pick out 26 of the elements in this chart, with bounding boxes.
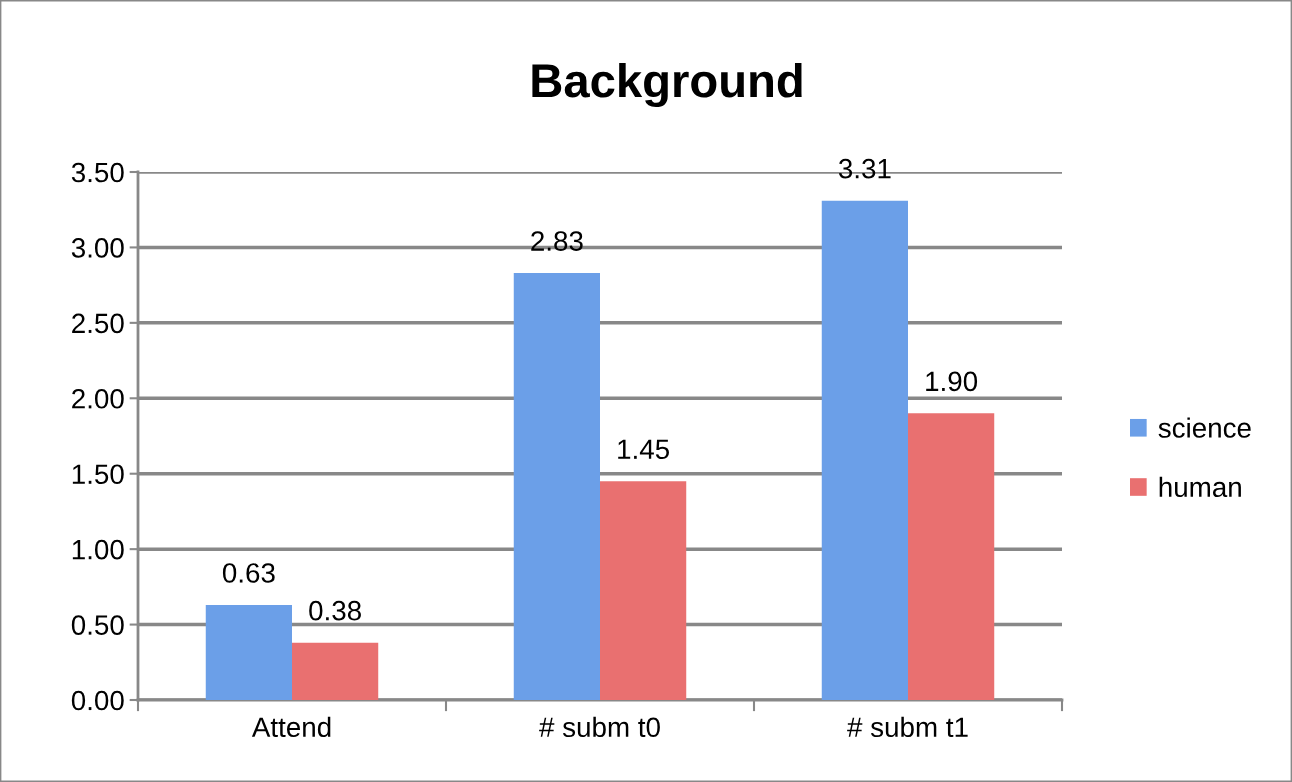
- data-label: 2.83: [531, 231, 583, 251]
- y-tick-label: 1.00: [72, 539, 124, 560]
- y-tick-label: 3.50: [71, 162, 124, 183]
- chart-title: Background: [532, 62, 802, 108]
- data-label: 1.90: [926, 371, 978, 392]
- bar: [908, 413, 995, 700]
- data-label: 0.63: [222, 563, 275, 583]
- y-tick-label: 0.50: [71, 615, 124, 635]
- bar: [600, 481, 687, 700]
- legend-label: science: [1158, 417, 1251, 438]
- data-label: 1.45: [618, 439, 669, 460]
- y-tick-label: 2.50: [72, 313, 124, 334]
- bar: [821, 200, 908, 700]
- y-tick-label: 3.00: [71, 238, 124, 258]
- legend-label: human: [1159, 476, 1241, 498]
- x-tick-label: # subm t1: [847, 716, 968, 738]
- x-tick-label: # subm t0: [539, 716, 660, 738]
- data-label: 0.38: [309, 600, 361, 621]
- y-tick-label: 0.00: [71, 690, 124, 711]
- bar: [292, 642, 379, 700]
- y-tick-label: 2.00: [72, 388, 124, 409]
- bar: [513, 273, 600, 700]
- y-tick-label: 1.50: [72, 464, 124, 485]
- data-label: 3.31: [838, 158, 891, 179]
- x-tick-label: Attend: [251, 716, 331, 738]
- bar: [205, 604, 292, 700]
